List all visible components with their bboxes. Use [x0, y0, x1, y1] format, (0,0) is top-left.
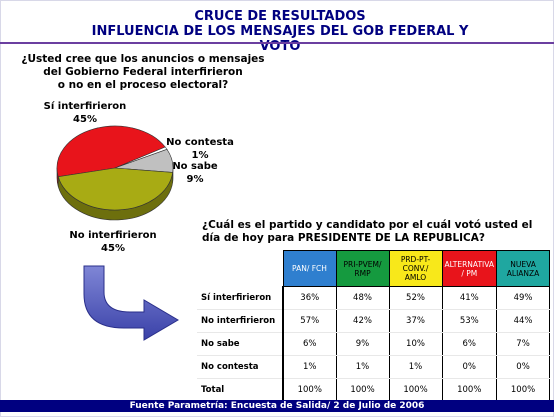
row-label: No contesta [197, 355, 284, 379]
table-cell: 10% [389, 332, 443, 356]
table-row: No interfirieron 57% 42% 37% 53% 44% [197, 309, 551, 333]
table-question: ¿Cuál es el partido y candidato por el c… [202, 219, 542, 245]
column-header: PRD-PT-CONV./ AMLO [388, 250, 443, 287]
slice-label-no-interfirieron: No interfirieron 45% [58, 229, 168, 255]
row-label: Sí interfirieron [197, 286, 284, 310]
table-row: Sí interfirieron 36% 48% 52% 41% 49% [197, 286, 551, 310]
pie-question-line3: o no en el proceso electoral? [57, 79, 229, 91]
row-label: No sabe [197, 332, 284, 356]
table-cell: 49% [496, 286, 551, 310]
table-cell: 1% [336, 355, 390, 379]
table-cell: 0% [496, 355, 551, 379]
table-cell: 36% [283, 286, 337, 310]
slice-value: 45% [101, 243, 125, 254]
table-cell: 53% [442, 309, 498, 333]
table-cell: 0% [442, 355, 498, 379]
pie-slice-no-interfirieron [57, 167, 174, 211]
table-cell: 41% [442, 286, 498, 310]
table-cell: 100% [442, 378, 498, 402]
slice-label-no-contesta: No contesta 1% [160, 136, 240, 162]
slice-name: No contesta [166, 137, 234, 148]
table-cell: 1% [389, 355, 443, 379]
table-cell: 42% [336, 309, 390, 333]
slice-name: Sí interfirieron [43, 101, 127, 112]
column-header: NUEVA ALIANZA [496, 250, 551, 287]
pie-slice-s-interfirieron [56, 125, 166, 178]
pie-question: ¿Usted cree que los anuncios o mensajes … [8, 53, 278, 92]
table-cell: 48% [336, 286, 390, 310]
table-cell: 52% [389, 286, 443, 310]
slide-title: CRUCE DE RESULTADOS [194, 9, 366, 24]
slice-value: 45% [73, 114, 97, 125]
row-label: No interfirieron [197, 309, 284, 333]
slice-name: No sabe [172, 161, 218, 172]
slice-label-no-sabe: No sabe 9% [160, 160, 230, 186]
table-cell: 6% [283, 332, 337, 356]
table-row: Total 100% 100% 100% 100% 100% [197, 378, 551, 402]
curved-arrow-icon [83, 265, 179, 341]
slice-value: 1% [191, 150, 209, 161]
table-cell: 100% [336, 378, 390, 402]
footer-source: Fuente Parametría: Encuesta de Salida/ 2… [0, 400, 554, 412]
column-header: PAN/ FCH [282, 250, 337, 287]
table-cell: 100% [496, 378, 551, 402]
table-cell: 6% [442, 332, 498, 356]
header-divider [0, 42, 554, 44]
table-cell: 44% [496, 309, 551, 333]
table-cell: 1% [283, 355, 337, 379]
slice-label-si-interfirieron: Sí interfirieron 45% [40, 100, 130, 126]
pie-question-line2: del Gobierno Federal interfirieron [43, 66, 243, 78]
pie-question-line1: ¿Usted cree que los anuncios o mensajes [21, 53, 265, 65]
table-cell: 9% [336, 332, 390, 356]
table-header-row: PAN/ FCH PRI-PVEM/ RMP PRD-PT-CONV./ AMLO A… [197, 250, 551, 287]
header-corner [197, 251, 283, 287]
table-question-line1: ¿Cuál es el partido y candidato por el c… [202, 219, 533, 231]
table-cell: 100% [283, 378, 337, 402]
table-cell: 57% [283, 309, 337, 333]
table-row: No contesta 1% 1% 1% 0% 0% [197, 355, 551, 379]
slide-subtitle: INFLUENCIA DE LOS MENSAJES DEL GOB FEDER… [91, 24, 469, 54]
table-cell: 37% [389, 309, 443, 333]
slice-name: No interfirieron [69, 230, 157, 241]
table-row: No sabe 6% 9% 10% 6% 7% [197, 332, 551, 356]
row-label: Total [197, 378, 284, 402]
table-cell: 100% [389, 378, 443, 402]
table-cell: 7% [496, 332, 551, 356]
column-header: PRI-PVEM/ RMP [335, 250, 390, 287]
pie-chart [56, 125, 174, 221]
results-table: PAN/ FCH PRI-PVEM/ RMP PRD-PT-CONV./ AMLO A… [197, 250, 551, 402]
slice-value: 9% [186, 174, 204, 185]
table-body: Sí interfirieron 36% 48% 52% 41% 49% No interf… [197, 286, 551, 402]
column-header: ALTERNATIVA / PM [441, 250, 498, 287]
table-question-line2: día de hoy para PRESIDENTE DE LA REPUBLI… [202, 232, 485, 244]
